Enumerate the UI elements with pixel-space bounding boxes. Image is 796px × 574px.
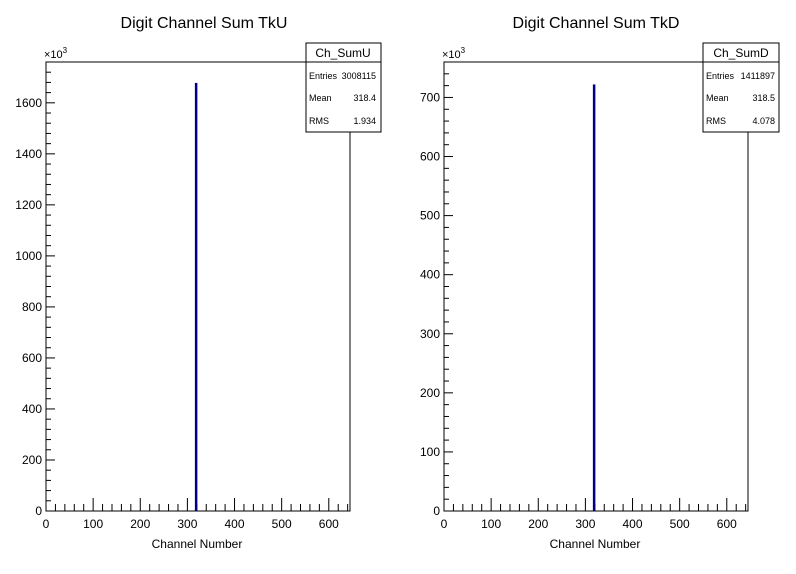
y-tick-label: 0 xyxy=(35,504,42,518)
y-tick-label: 300 xyxy=(420,327,440,341)
y-tick-label: 0 xyxy=(433,504,440,518)
x-axis-label: Channel Number xyxy=(152,537,243,551)
x-ticks: 0 100 200 300 400 500 600 xyxy=(43,498,349,531)
y-tick-label: 800 xyxy=(22,300,42,314)
x-tick-label: 400 xyxy=(623,517,643,531)
x-tick-label: 0 xyxy=(43,517,50,531)
histogram-bar xyxy=(194,82,198,512)
frame xyxy=(443,61,749,512)
x-tick-label: 200 xyxy=(130,517,150,531)
stats-value-rms: 4.078 xyxy=(752,116,775,126)
stats-label-rms: RMS xyxy=(309,116,329,126)
y-tick-label: 600 xyxy=(420,150,440,164)
x-tick-label: 500 xyxy=(670,517,690,531)
x-tick-label: 100 xyxy=(83,517,103,531)
plot-frame xyxy=(45,61,351,512)
y-ticks: 0 100 200 300 400 500 600 700 xyxy=(420,61,453,518)
y-exponent-label: ×103 xyxy=(442,46,466,61)
y-tick-label: 200 xyxy=(420,386,440,400)
stats-label-entries: Entries xyxy=(309,71,338,81)
x-tick-label: 0 xyxy=(441,517,448,531)
x-tick-label: 300 xyxy=(575,517,595,531)
frame xyxy=(45,61,351,512)
stats-label-mean: Mean xyxy=(706,93,729,103)
y-tick-label: 1400 xyxy=(15,147,42,161)
x-tick-label: 600 xyxy=(319,517,339,531)
stats-value-mean: 318.4 xyxy=(353,93,376,103)
y-tick-label: 500 xyxy=(420,209,440,223)
stats-value-mean: 318.5 xyxy=(752,93,775,103)
stats-label-mean: Mean xyxy=(309,93,332,103)
y-tick-label: 400 xyxy=(22,402,42,416)
chart-title: Digit Channel Sum TkD xyxy=(513,15,680,32)
y-tick-label: 700 xyxy=(420,90,440,104)
stats-value-entries: 1411897 xyxy=(741,71,775,81)
x-tick-label: 400 xyxy=(225,517,245,531)
y-tick-label: 1000 xyxy=(15,249,42,263)
y-tick-label: 600 xyxy=(22,351,42,365)
y-tick-label: 1200 xyxy=(15,198,42,212)
chart-title: Digit Channel Sum TkU xyxy=(121,15,288,32)
stats-label-entries: Entries xyxy=(706,71,735,81)
bars xyxy=(592,84,596,511)
stats-value-rms: 1.934 xyxy=(353,116,376,126)
histogram-panel-tkd: Digit Channel Sum TkD 0 100 200 300 400 500 60… xyxy=(398,0,796,574)
stats-box: Ch_SumU Entries 3008115 Mean 318.4 RMS 1… xyxy=(305,42,382,133)
x-tick-label: 100 xyxy=(481,517,501,531)
x-tick-label: 600 xyxy=(717,517,737,531)
x-axis-label: Channel Number xyxy=(550,537,641,551)
x-tick-label: 300 xyxy=(177,517,197,531)
y-tick-label: 1600 xyxy=(15,96,42,110)
histogram-panel-tku: Digit Channel Sum TkU 0 200 400 600 800 1000 1… xyxy=(15,15,382,551)
histogram-tku-svg: Digit Channel Sum TkU 020040060080010001… xyxy=(15,15,382,551)
histogram-bar xyxy=(592,84,596,511)
stats-name: Ch_SumD xyxy=(713,46,769,60)
y-tick-label: 100 xyxy=(420,445,440,459)
stats-value-entries: 3008115 xyxy=(342,71,376,81)
stats-box: Ch_SumD Entries 1411897 Mean 318.5 RMS 4… xyxy=(702,42,780,133)
stats-label-rms: RMS xyxy=(706,116,726,126)
x-tick-label: 500 xyxy=(272,517,292,531)
y-tick-label: 400 xyxy=(420,268,440,282)
y-ticks: 0 200 400 600 800 1000 1200 1400 1600 xyxy=(15,61,55,518)
plot-frame xyxy=(443,61,749,512)
x-ticks: 0 100 200 300 400 500 600 xyxy=(441,498,747,531)
histogram-tkd-svg: Digit Channel Sum TkD 0 100 200 300 400 500 60… xyxy=(420,15,780,551)
x-tick-label: 200 xyxy=(528,517,548,531)
y-exponent-label: ×103 xyxy=(44,46,68,61)
bars xyxy=(194,82,198,512)
stats-name: Ch_SumU xyxy=(315,46,370,60)
y-tick-label: 200 xyxy=(22,453,42,467)
